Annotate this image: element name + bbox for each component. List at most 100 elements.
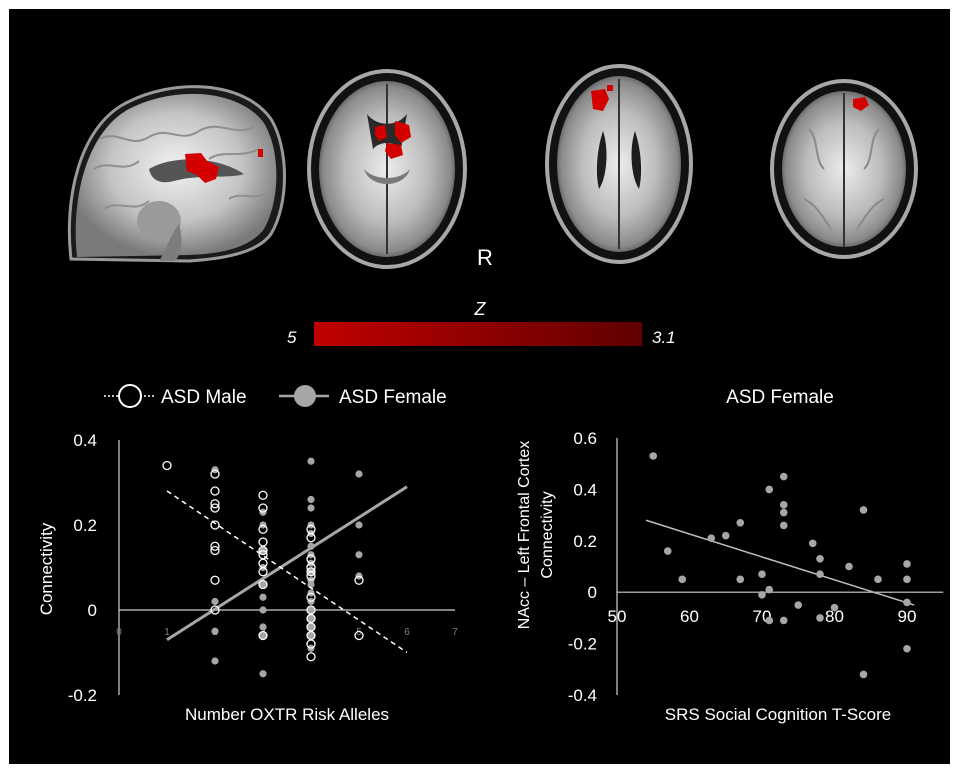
chart2-female-point [678,575,687,584]
chart2-trendline [645,519,915,606]
chart1-female-point [211,657,219,665]
chart2-female-point [779,508,788,517]
chart1-male-point [210,499,220,509]
chart2-y-axis-label-line2: Connectivity [539,491,556,578]
chart1-female-point [355,551,363,559]
chart2-female-point [816,554,824,563]
brain-axial-middle-slice [545,64,693,264]
chart1-male-point [258,630,268,641]
chart-srs-connectivity: ASD Female NAcc – Left Frontal Cortex Co… [516,387,944,724]
chart1-y-axis-label: Connectivity [37,522,56,615]
chart1-female-point [307,614,315,623]
chart1-male-point [258,524,268,534]
chart2-female-point [859,506,868,514]
chart1-male-point [354,575,364,585]
z-colorbar: Z 5 3.1 [287,299,676,347]
chart2-female-point [758,590,766,599]
axial-middle-activation-cluster [591,85,613,111]
chart1-female-point [259,580,267,589]
chart1-male-point [210,541,220,551]
chart2-x-tick-label: 50 [608,607,627,626]
chart1-male-point [258,490,268,500]
axial-superior-activation-cluster [853,97,869,111]
chart1-male-point [306,571,316,581]
chart2-female-point [765,616,774,625]
chart2-y-tick-label: 0.2 [573,532,597,551]
colorbar-left-label: 5 [287,328,297,347]
chart2-y-tick-label: -0.4 [568,686,597,705]
chart1-y-tick-label: 0.2 [73,516,97,535]
chart1-x-axis-label: Number OXTR Risk Alleles [185,705,389,724]
chart1-male-point [306,533,316,543]
chart1-male-point [258,537,268,547]
axial-inferior-activation-cluster [375,121,411,159]
chart1-male-point [210,503,220,513]
brain-sagittal-slice [67,85,286,263]
figure-panel: R Z 5 3.1 ASD Male ASD Female Connectivi… [9,9,950,764]
chart1-x-tick-label: 5 [356,627,362,638]
chart1-male-point [210,545,220,556]
chart2-female-point [765,485,774,494]
chart2-female-point [808,539,817,548]
chart2-female-point [845,562,853,571]
chart2-female-point [707,534,716,543]
chart2-y-tick-label: 0.4 [573,480,597,499]
brain-axial-superior-slice [770,79,918,259]
chart1-y-tick-label: -0.2 [68,686,97,705]
chart2-female-point [830,603,839,612]
chart1-female-point [259,670,267,678]
chart1-female-point [259,623,267,631]
chart1-male-point [210,605,220,615]
chart1-female-point [259,606,267,614]
chart1-male-point [258,545,268,556]
chart2-female-point [779,521,788,530]
chart1-male-point [210,520,220,530]
orientation-label-r: R [477,245,493,270]
chart1-male-point [162,460,172,471]
chart1-male-point [258,567,268,577]
chart1-female-point [307,631,315,640]
chart1-x-tick-label: 6 [404,627,410,638]
chart1-male-point [306,639,316,649]
chart2-female-point [736,575,745,584]
chart1-female-point [259,631,267,640]
legend-female-marker [294,385,316,407]
chart2-female-point [794,601,803,609]
chart1-female-point [211,597,219,606]
chart1-male-point [258,579,268,590]
chart1-female-point [355,470,363,478]
figure-canvas: R Z 5 3.1 ASD Male ASD Female Connectivi… [37,64,944,724]
chart1-y-tick-label: 0.4 [73,431,97,450]
chart2-female-point [903,598,911,607]
colorbar-gradient [314,322,642,346]
chart2-female-point [903,560,911,568]
colorbar-right-label: 3.1 [652,328,676,347]
chart2-female-point [779,501,788,509]
chart1-x-tick-label: 0 [116,627,122,638]
chart1-x-tick-label: 7 [452,627,458,638]
brain-axial-inferior-slice [307,69,467,269]
chart2-female-point [779,616,788,625]
chart2-female-point [859,670,868,679]
legend-male-label: ASD Male [161,387,247,408]
legend-male-marker [118,384,142,408]
chart1-male-point [210,486,220,496]
chart1-y-tick-label: 0 [88,601,97,620]
chart1-female-point [355,521,363,529]
colorbar-title: Z [474,299,487,319]
chart1-female-point [307,495,315,504]
chart1-male-point [210,575,220,585]
chart1-male-point [354,630,364,641]
chart2-female-point [779,472,788,481]
chart-oxtr-connectivity: Connectivity Number OXTR Risk Alleles 0 1… [37,431,458,724]
chart1-female-point [259,593,267,601]
chart2-y-axis-label-line1: NAcc – Left Frontal Cortex [516,441,533,630]
chart2-female-point [649,452,658,460]
chart1-male-point [258,503,268,513]
chart1-female-trendline [166,485,408,642]
chart2-female-point [765,585,774,594]
chart2-female-point [903,575,911,584]
chart1-male-point [306,567,316,577]
chart1-male-trendline [166,490,408,654]
chart1-male-point [306,652,316,662]
